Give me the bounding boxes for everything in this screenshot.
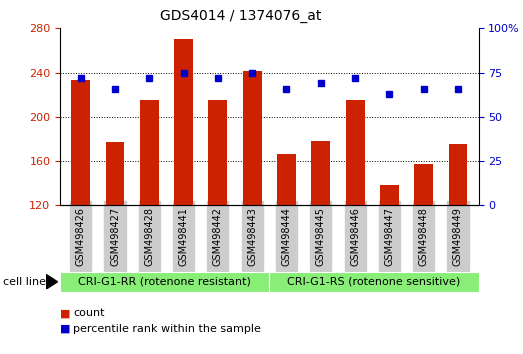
Polygon shape xyxy=(46,274,58,289)
Text: ■: ■ xyxy=(60,324,71,333)
Text: CRI-G1-RR (rotenone resistant): CRI-G1-RR (rotenone resistant) xyxy=(78,277,251,287)
Bar xyxy=(311,141,330,205)
Bar xyxy=(414,164,433,205)
Bar xyxy=(140,100,159,205)
Bar xyxy=(174,39,193,205)
Text: percentile rank within the sample: percentile rank within the sample xyxy=(73,324,261,333)
Bar xyxy=(209,100,228,205)
Text: CRI-G1-RS (rotenone sensitive): CRI-G1-RS (rotenone sensitive) xyxy=(287,277,461,287)
Text: cell line: cell line xyxy=(3,277,46,287)
Bar xyxy=(380,185,399,205)
Text: ■: ■ xyxy=(60,308,71,318)
Text: GDS4014 / 1374076_at: GDS4014 / 1374076_at xyxy=(160,9,321,23)
Bar xyxy=(346,100,365,205)
Bar xyxy=(243,72,262,205)
Bar xyxy=(449,144,468,205)
Bar xyxy=(106,142,124,205)
Bar xyxy=(277,154,296,205)
Bar xyxy=(71,80,90,205)
Text: count: count xyxy=(73,308,105,318)
